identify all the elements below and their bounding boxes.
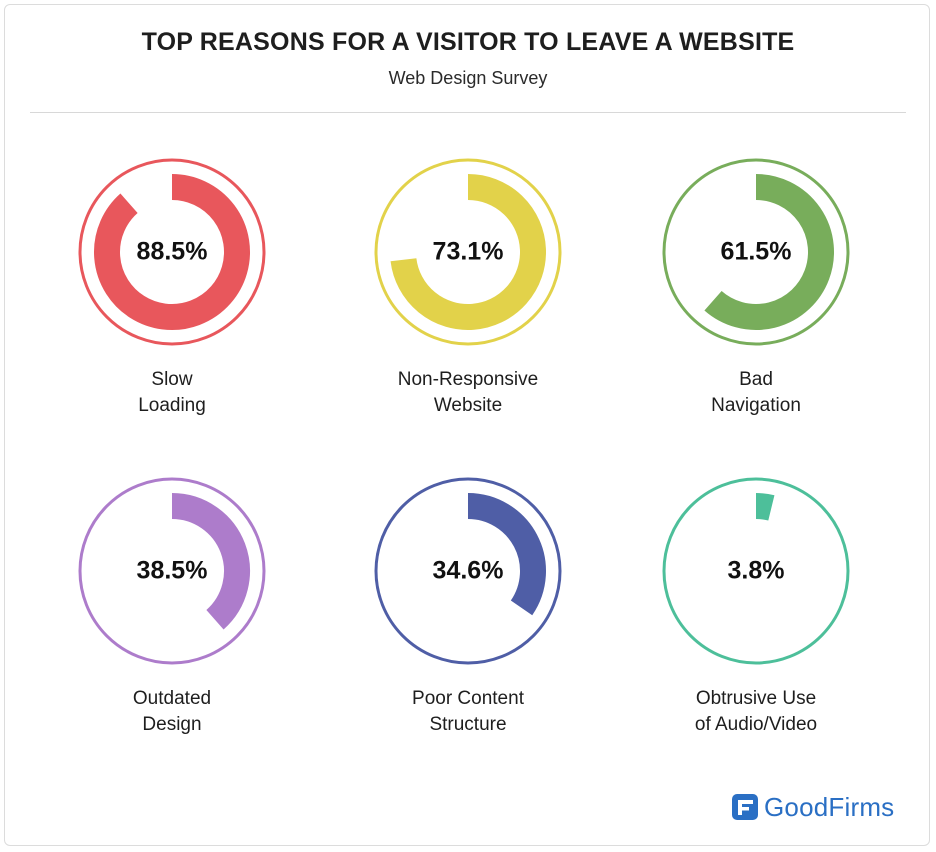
donut-value-arc <box>171 493 250 630</box>
goodfirms-logo-icon <box>732 794 758 820</box>
value-label: 61.5% <box>720 237 792 266</box>
category-label-line: Slow <box>151 369 193 390</box>
value-label: 73.1% <box>432 237 504 266</box>
brand-name: GoodFirms <box>764 791 895 822</box>
category-label-line: of Audio/Video <box>694 714 818 735</box>
category-label: Slow Loading <box>62 367 282 419</box>
category-label: Bad Navigation <box>646 367 866 419</box>
donut-value-arc <box>704 174 834 330</box>
donut-value-arc <box>390 174 546 330</box>
donut-outer-ring <box>78 158 266 346</box>
category-label-line: Bad <box>739 369 773 390</box>
category-label: Outdated Design <box>62 686 282 738</box>
category-label: Poor Content Structure <box>358 686 578 738</box>
donut-value-arc <box>94 174 250 330</box>
category-label-line: Outdated <box>132 688 212 709</box>
chart-title: TOP REASONS FOR A VISITOR TO LEAVE A WEB… <box>141 28 795 56</box>
category-label-line: Obtrusive Use <box>695 688 817 709</box>
donut-outer-ring <box>78 477 266 665</box>
value-label: 88.5% <box>136 237 208 266</box>
category-label: Non-Responsive Website <box>358 367 578 419</box>
category-label-line: Poor Content <box>412 688 524 709</box>
donut-value-arc <box>467 493 546 616</box>
donut-value-arc <box>755 493 775 521</box>
value-label: 38.5% <box>136 556 208 585</box>
category-label-line: Structure <box>429 714 507 735</box>
category-label-line: Loading <box>138 395 206 416</box>
chart-frame <box>4 4 930 846</box>
donut-outer-ring <box>374 158 562 346</box>
value-label: 34.6% <box>432 556 504 585</box>
value-label: 3.8% <box>727 556 785 585</box>
chart-subtitle: Web Design Survey <box>388 68 548 88</box>
divider <box>30 112 906 113</box>
category-label-line: Non-Responsive <box>397 369 539 390</box>
donut-outer-ring <box>374 477 562 665</box>
category-label-line: Website <box>433 395 503 416</box>
category-label-line: Design <box>142 714 202 735</box>
goodfirms-logo: GoodFirms <box>732 790 894 824</box>
category-label: Obtrusive Use of Audio/Video <box>646 686 866 738</box>
category-label-line: Navigation <box>711 395 801 416</box>
donut-outer-ring <box>662 158 850 346</box>
donut-outer-ring <box>662 477 850 665</box>
